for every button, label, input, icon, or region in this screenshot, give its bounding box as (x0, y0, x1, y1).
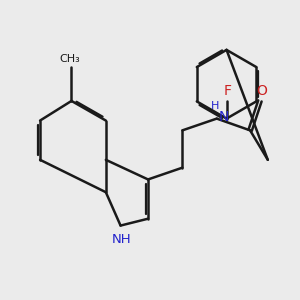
Text: F: F (224, 84, 232, 98)
Text: H: H (211, 101, 220, 111)
Text: N: N (219, 110, 230, 124)
Text: CH₃: CH₃ (60, 54, 80, 64)
Text: O: O (256, 84, 267, 98)
Text: NH: NH (112, 233, 132, 246)
